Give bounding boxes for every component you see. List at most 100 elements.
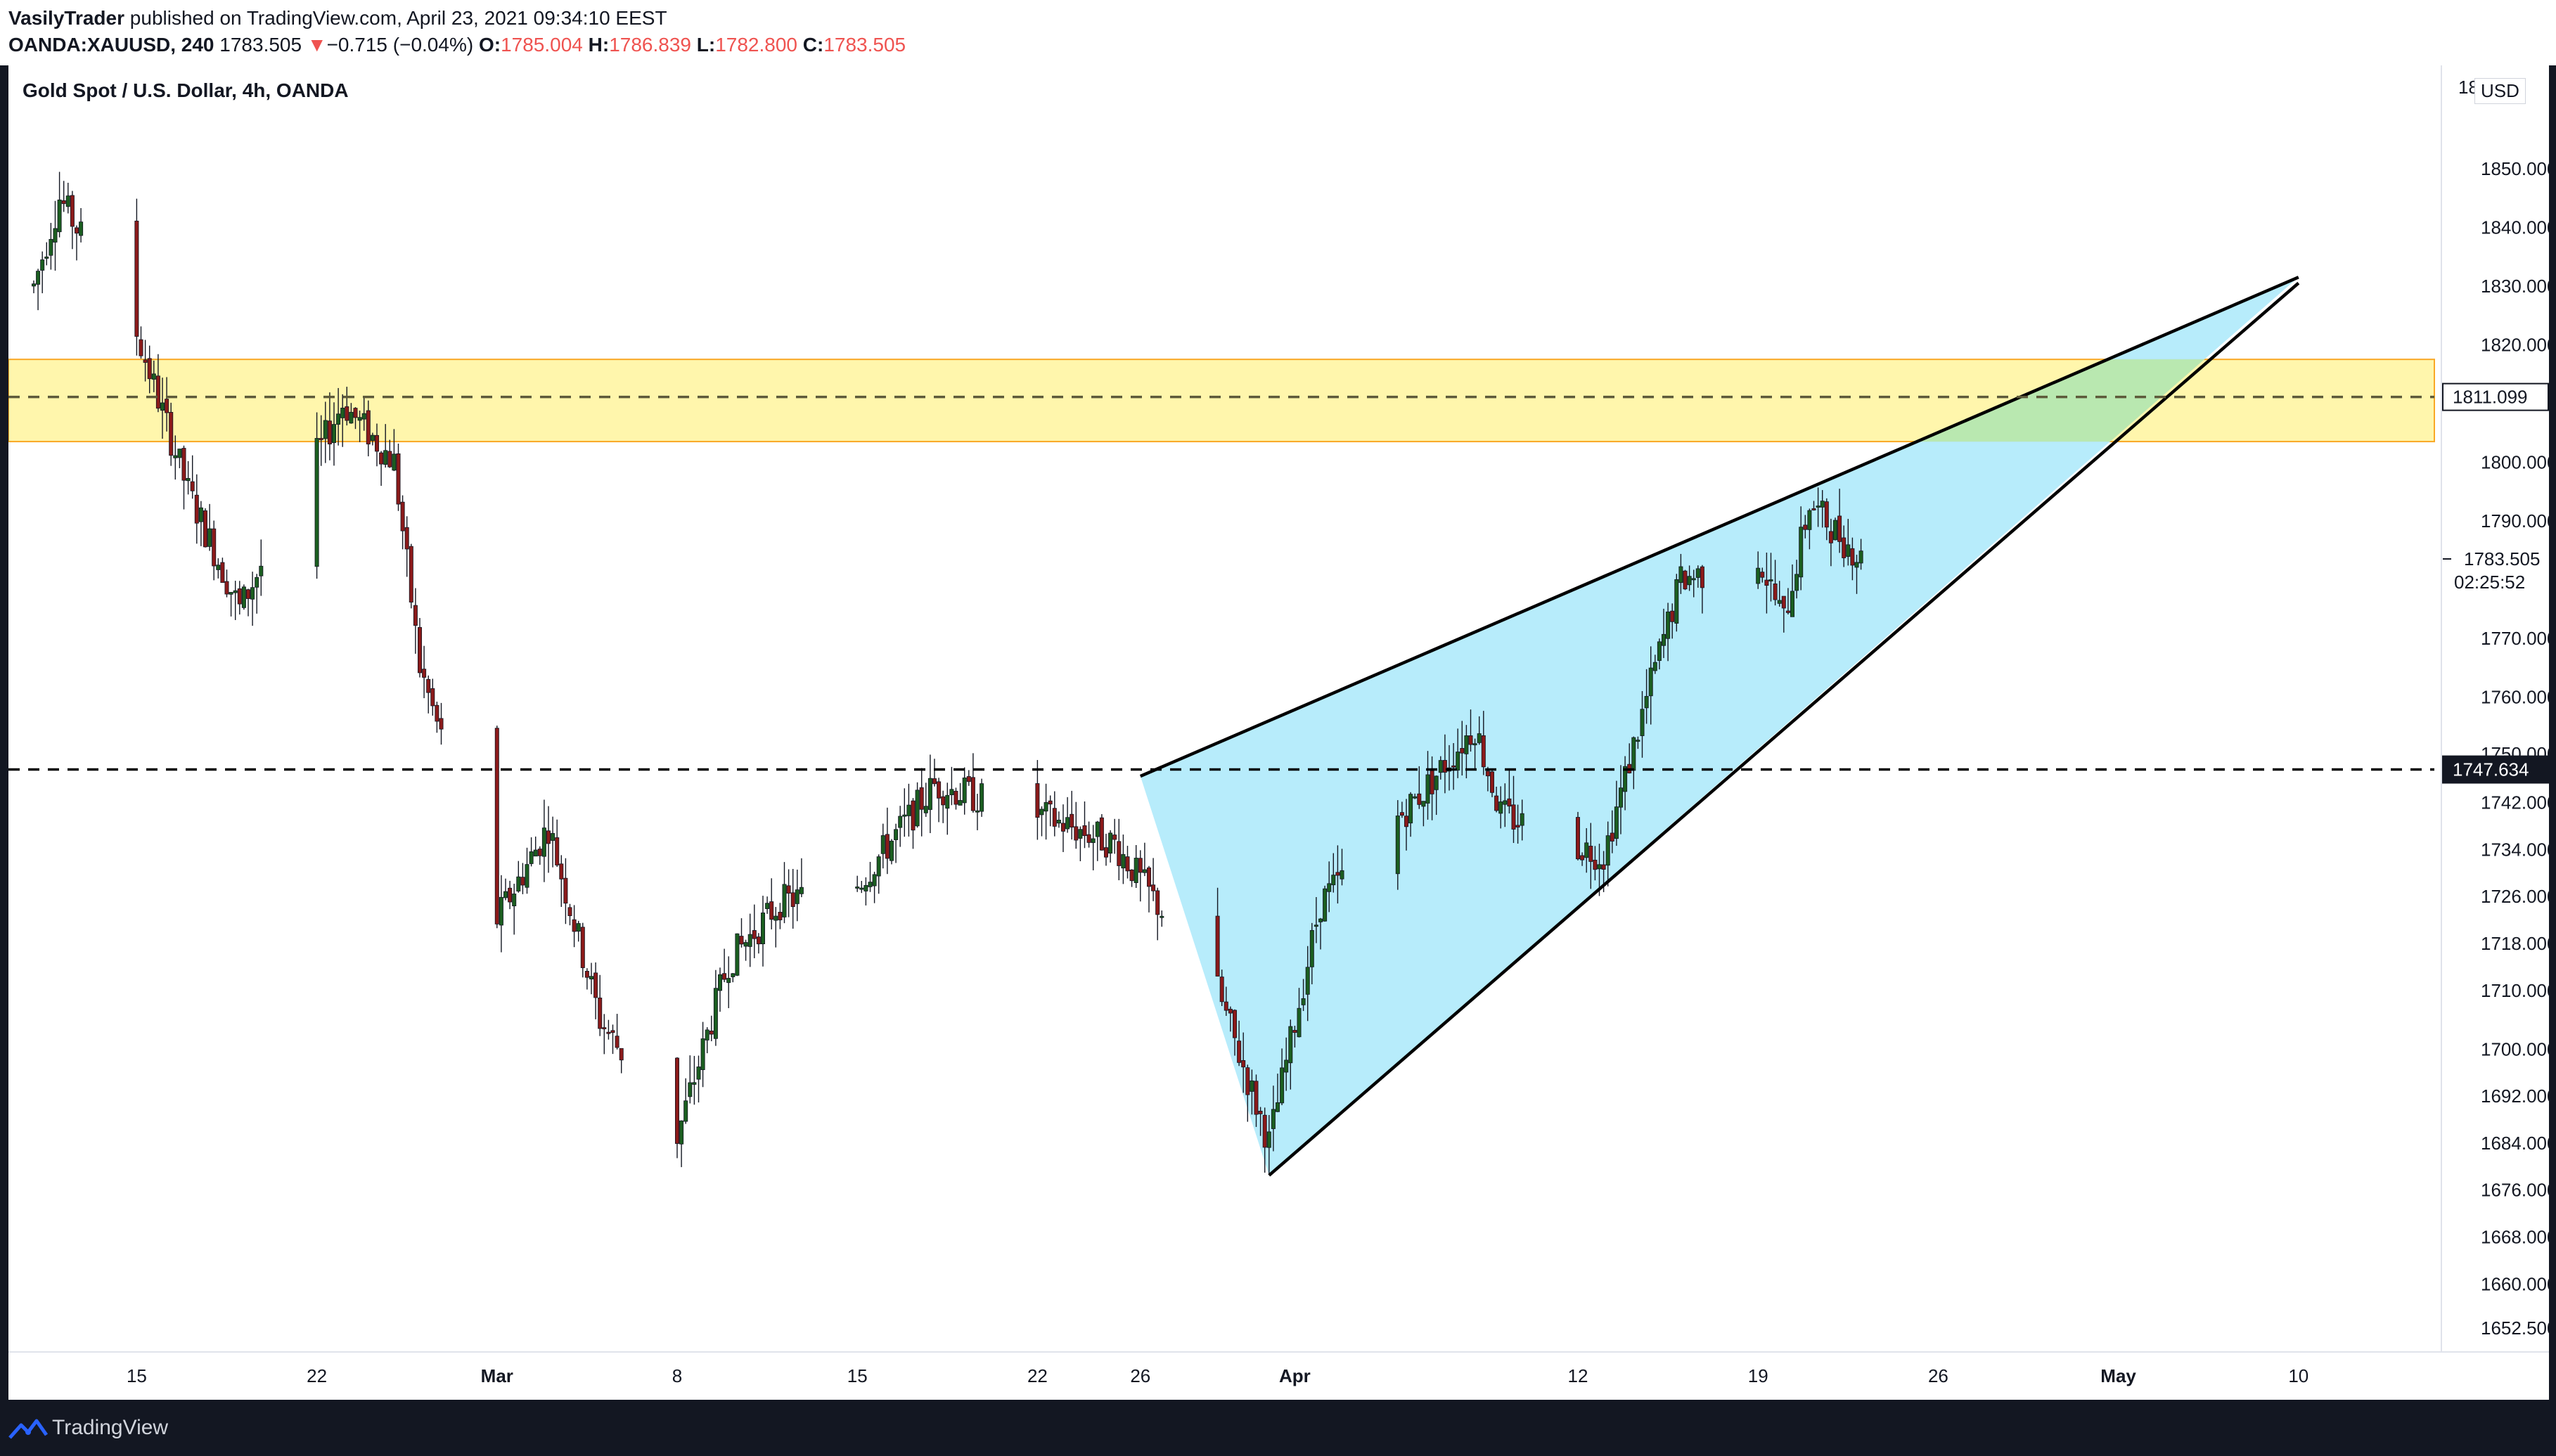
candle xyxy=(790,868,795,929)
candle xyxy=(233,581,238,620)
candle-body xyxy=(1245,1067,1250,1095)
candle xyxy=(1241,1032,1246,1093)
candle-body xyxy=(430,688,435,707)
price-tick-label: 1660.000 xyxy=(2481,1273,2549,1294)
candle-body xyxy=(1241,1060,1246,1068)
candle xyxy=(1507,770,1512,814)
candle-body xyxy=(958,800,963,806)
candle xyxy=(1121,835,1126,884)
price-axis[interactable] xyxy=(2441,65,2549,1352)
candle-body xyxy=(409,546,413,603)
candle-body xyxy=(1807,510,1812,530)
candle-body xyxy=(1790,591,1794,617)
candle xyxy=(894,823,899,863)
price-tick-label: 1850.000 xyxy=(2481,158,2549,179)
candle-body xyxy=(1297,1007,1302,1038)
tradingview-logo-icon[interactable] xyxy=(8,1414,48,1442)
wedge-upper-trendline[interactable] xyxy=(1139,276,2299,778)
candle xyxy=(1142,842,1147,877)
candle xyxy=(1327,861,1332,913)
candle-body xyxy=(147,358,152,380)
price-tick-label: 1692.000 xyxy=(2481,1085,2549,1107)
candle xyxy=(855,875,860,892)
candle-body xyxy=(898,816,903,828)
candle-body xyxy=(975,810,980,813)
author-name[interactable]: VasilyTrader xyxy=(8,7,125,29)
candle-body xyxy=(233,590,238,593)
candle xyxy=(1670,603,1675,639)
brand-name[interactable]: TradingView xyxy=(52,1416,169,1439)
rising-wedge-fill[interactable] xyxy=(1140,277,2299,1175)
support-price-badge[interactable]: 1747.634 xyxy=(2453,759,2529,780)
price-tick-label: 1830.000 xyxy=(2481,276,2549,297)
candle xyxy=(975,794,980,830)
candle xyxy=(212,520,217,581)
candle-body xyxy=(413,605,418,626)
candle xyxy=(1258,1107,1263,1136)
chart-pane[interactable]: 1850.000 1840.000 1830.000 1820.000 1800.000… xyxy=(8,65,2549,1400)
candle-body xyxy=(786,885,791,894)
candle xyxy=(375,423,380,467)
candle-body xyxy=(1413,796,1418,799)
candle xyxy=(576,920,581,942)
candle-body xyxy=(1580,855,1585,861)
candle xyxy=(1657,638,1662,670)
time-axis-label: 15 xyxy=(127,1365,147,1386)
candle-body xyxy=(345,406,349,421)
candle xyxy=(1323,885,1328,922)
price-tick-label: 1700.000 xyxy=(2481,1038,2549,1059)
candle xyxy=(1147,865,1152,913)
candle xyxy=(53,200,58,271)
candle-body xyxy=(679,1120,684,1145)
candle-body xyxy=(75,227,79,234)
candle-body xyxy=(927,778,932,810)
candle xyxy=(1816,487,1820,527)
candle-body xyxy=(1335,872,1340,876)
candle-body xyxy=(885,834,890,859)
candle-body xyxy=(589,976,594,980)
candle-body xyxy=(1666,611,1671,639)
wedge-lower-trendline[interactable] xyxy=(1268,281,2300,1177)
candle xyxy=(1297,988,1302,1038)
candle-body xyxy=(1340,870,1344,880)
candle-body xyxy=(1832,520,1837,541)
resistance-price-badge[interactable]: 1811.099 xyxy=(2453,387,2528,408)
candle xyxy=(761,896,766,967)
candle xyxy=(863,877,868,906)
candle-body xyxy=(1125,856,1130,872)
candle-body xyxy=(1331,875,1336,886)
currency-label[interactable]: USD xyxy=(2474,78,2526,104)
candle-body xyxy=(160,402,165,411)
candle xyxy=(494,726,499,929)
candle-body xyxy=(314,438,319,567)
candle xyxy=(430,678,435,716)
candle-body xyxy=(1468,735,1473,745)
candle-body xyxy=(1117,841,1122,866)
candle xyxy=(580,922,585,978)
price-chart[interactable]: 1850.000 1840.000 1830.000 1820.000 1800.000… xyxy=(8,65,2549,1400)
price-tick-label: 1710.000 xyxy=(2481,980,2549,1001)
candle xyxy=(731,972,736,983)
candle xyxy=(250,572,255,626)
candle xyxy=(155,354,160,413)
candle-body xyxy=(1417,793,1422,805)
candle-body xyxy=(1700,566,1704,588)
candle xyxy=(970,753,975,813)
candle-body xyxy=(1056,820,1061,824)
candle-body xyxy=(392,453,397,471)
candle-body xyxy=(551,832,555,841)
candle xyxy=(1276,1074,1280,1112)
candle xyxy=(546,806,551,873)
candle xyxy=(705,1027,709,1054)
candle xyxy=(1056,811,1061,828)
candle xyxy=(1691,569,1696,598)
candle xyxy=(177,449,182,468)
candle-body xyxy=(1477,733,1482,743)
candle-body xyxy=(761,913,766,944)
candle-body xyxy=(1309,929,1314,967)
candle xyxy=(1593,846,1598,881)
candle xyxy=(1674,574,1679,632)
candle-body xyxy=(1494,795,1499,811)
price-change: −0.715 (−0.04%) xyxy=(326,34,474,56)
candle-body xyxy=(1434,775,1439,790)
